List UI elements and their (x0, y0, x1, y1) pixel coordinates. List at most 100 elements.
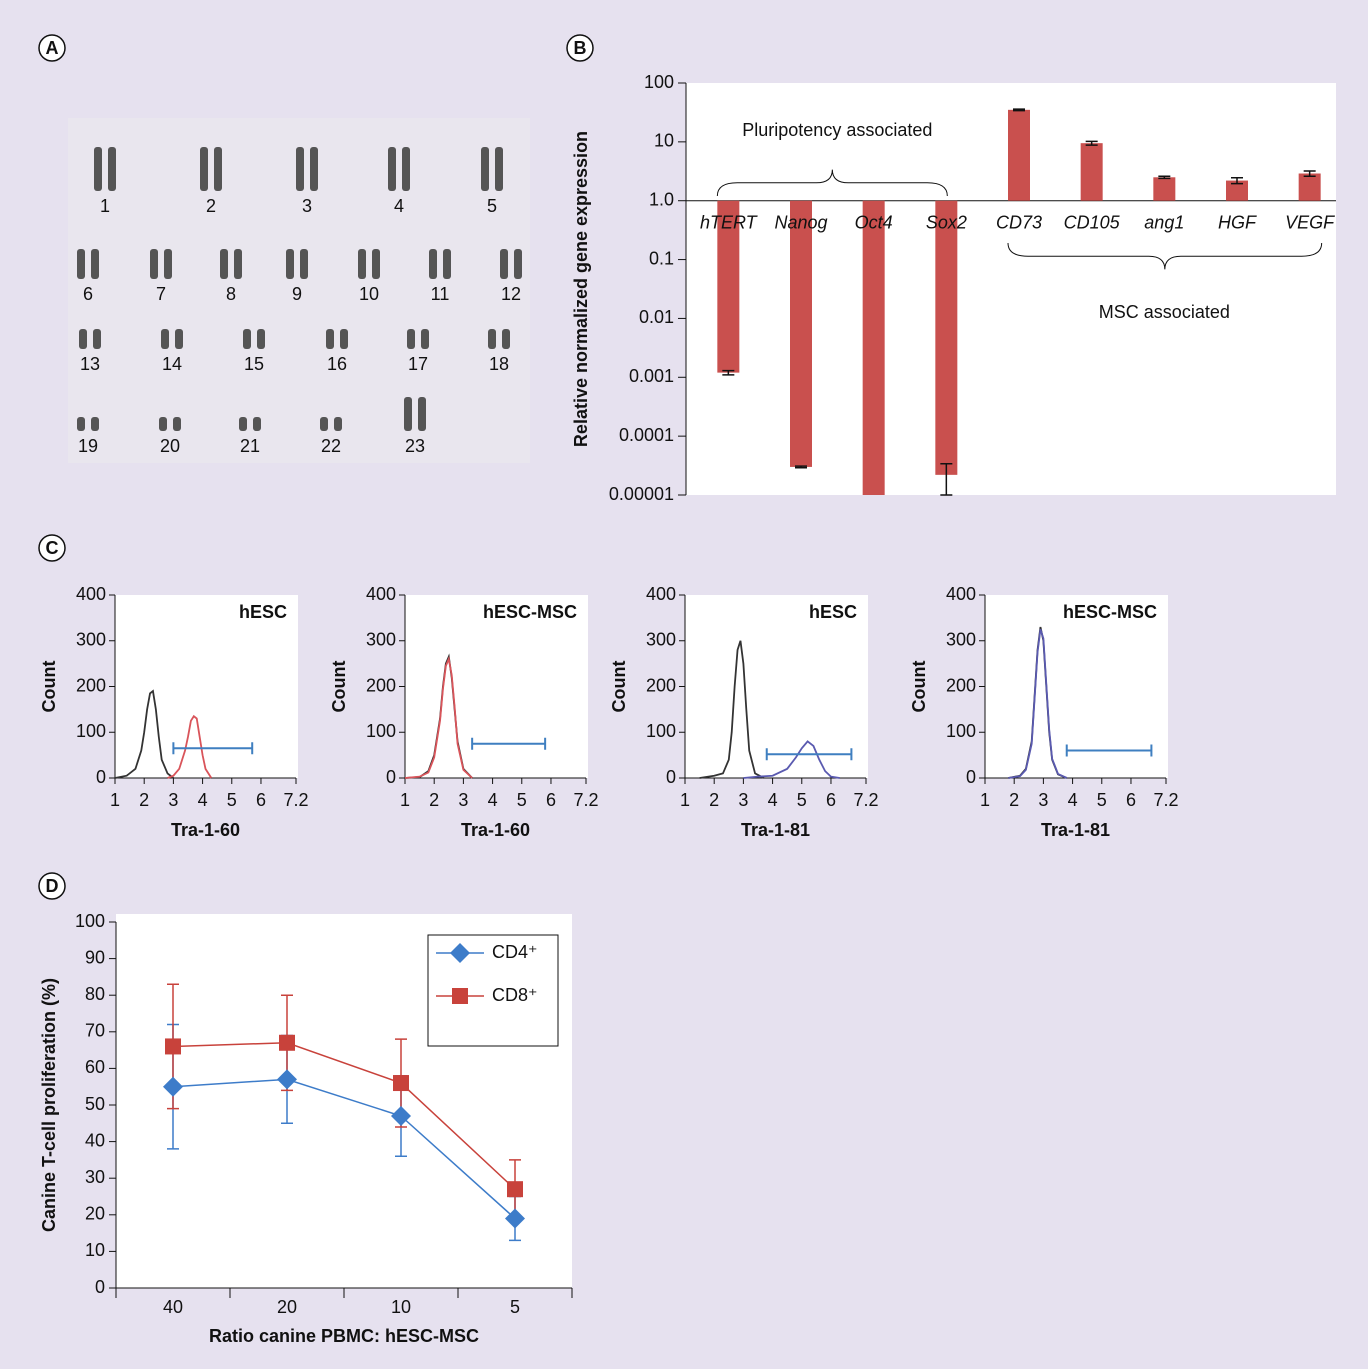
bar (790, 201, 812, 467)
plot-area (115, 595, 298, 778)
y-tick-label: 0 (666, 767, 676, 787)
x-tick-label: 2 (139, 790, 149, 810)
bar (935, 201, 957, 475)
x-axis-label: Tra-1-81 (741, 820, 810, 840)
x-tick-label: 6 (546, 790, 556, 810)
chromosome-label: 4 (394, 196, 404, 216)
y-tick-label: 0 (966, 767, 976, 787)
y-tick-label: 0.00001 (609, 484, 674, 504)
chromosome-label: 23 (405, 436, 425, 456)
chromosome-label: 7 (156, 284, 166, 304)
x-tick-label: 1 (110, 790, 120, 810)
x-tick-label: 7.2 (573, 790, 598, 810)
bar (1081, 143, 1103, 201)
y-tick-label: 200 (646, 675, 676, 695)
x-tick-label: 10 (391, 1297, 411, 1317)
category-label: ang1 (1144, 212, 1184, 232)
bar (863, 201, 885, 495)
chromosome (161, 329, 169, 349)
chromosome (79, 329, 87, 349)
x-tick-label: 7.2 (853, 790, 878, 810)
category-label: Sox2 (926, 212, 967, 232)
chromosome (495, 147, 503, 191)
category-label: hTERT (700, 212, 759, 232)
chromosome (159, 417, 167, 431)
legend-label: CD8⁺ (492, 985, 538, 1005)
chromosome-label: 1 (100, 196, 110, 216)
y-tick-label: 0 (95, 1277, 105, 1297)
legend-label: CD4⁺ (492, 942, 538, 962)
y-tick-label: 0.0001 (619, 425, 674, 445)
y-tick-label: 300 (946, 630, 976, 650)
y-tick-label: 0.1 (649, 248, 674, 268)
x-tick-label: 1 (400, 790, 410, 810)
x-tick-label: 4 (768, 790, 778, 810)
figure: ABCD123456789101112131415161718192021222… (0, 0, 1368, 1369)
x-tick-label: 3 (458, 790, 468, 810)
y-tick-label: 400 (76, 584, 106, 604)
chromosome-label: 2 (206, 196, 216, 216)
chromosome-label: 12 (501, 284, 521, 304)
chromosome (257, 329, 265, 349)
panel-letter: D (46, 876, 59, 896)
chromosome (286, 249, 294, 279)
y-tick-label: 1.0 (649, 189, 674, 209)
plot-area (685, 595, 868, 778)
y-tick-label: 70 (85, 1021, 105, 1041)
panel-letter: B (574, 38, 587, 58)
chromosome-label: 3 (302, 196, 312, 216)
category-label: CD105 (1064, 212, 1121, 232)
bar (1008, 110, 1030, 201)
chromosome (220, 249, 228, 279)
marker (452, 988, 468, 1004)
chromosome-label: 9 (292, 284, 302, 304)
plot-area (405, 595, 588, 778)
x-tick-label: 2 (1009, 790, 1019, 810)
chromosome (514, 249, 522, 279)
chromosome (77, 417, 85, 431)
x-tick-label: 3 (738, 790, 748, 810)
y-tick-label: 200 (366, 675, 396, 695)
y-tick-label: 80 (85, 984, 105, 1004)
y-tick-label: 200 (76, 675, 106, 695)
x-tick-label: 40 (163, 1297, 183, 1317)
chromosome (93, 329, 101, 349)
chromosome (200, 147, 208, 191)
chromosome-label: 17 (408, 354, 428, 374)
y-tick-label: 0.001 (629, 366, 674, 386)
chromosome (372, 249, 380, 279)
chromosome (421, 329, 429, 349)
chromosome (214, 147, 222, 191)
marker (279, 1035, 295, 1051)
x-axis-label: Tra-1-60 (171, 820, 240, 840)
marker (165, 1038, 181, 1054)
chromosome (173, 417, 181, 431)
chromosome (234, 249, 242, 279)
category-label: VEGF (1285, 212, 1335, 232)
x-tick-label: 7.2 (1153, 790, 1178, 810)
y-tick-label: 50 (85, 1094, 105, 1114)
chromosome (502, 329, 510, 349)
y-tick-label: 100 (76, 721, 106, 741)
chromosome (404, 397, 412, 431)
y-tick-label: 90 (85, 947, 105, 967)
y-tick-label: 400 (646, 584, 676, 604)
chromosome (91, 417, 99, 431)
x-tick-label: 6 (826, 790, 836, 810)
y-tick-label: 300 (366, 630, 396, 650)
x-tick-label: 20 (277, 1297, 297, 1317)
y-tick-label: 0 (386, 767, 396, 787)
y-tick-label: 100 (946, 721, 976, 741)
y-axis-label: Count (329, 661, 349, 713)
y-axis-label: Count (909, 661, 929, 713)
chromosome (108, 147, 116, 191)
chromosome-label: 21 (240, 436, 260, 456)
marker (393, 1075, 409, 1091)
chromosome-label: 8 (226, 284, 236, 304)
x-tick-label: 3 (1038, 790, 1048, 810)
x-tick-label: 4 (1068, 790, 1078, 810)
y-tick-label: 400 (946, 584, 976, 604)
y-tick-label: 100 (366, 721, 396, 741)
bar (1299, 173, 1321, 200)
chromosome-label: 5 (487, 196, 497, 216)
